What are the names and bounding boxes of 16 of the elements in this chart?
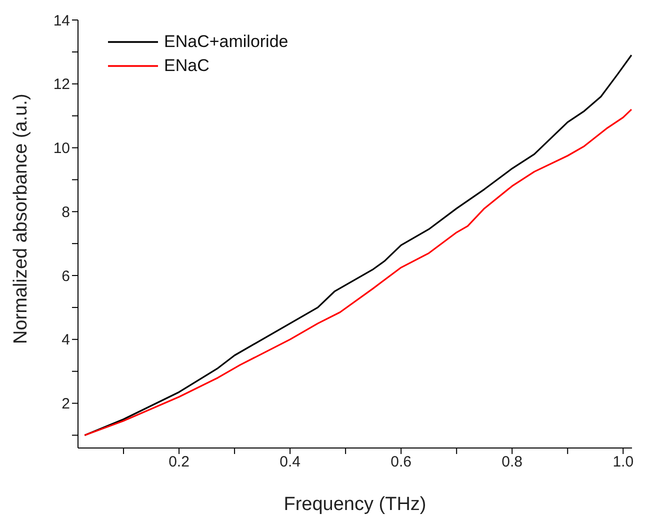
x-axis-title: Frequency (THz) bbox=[284, 494, 426, 515]
legend-label: ENaC+amiloride bbox=[164, 32, 288, 52]
y-tick-label: 12 bbox=[53, 76, 70, 94]
y-tick-label: 4 bbox=[62, 332, 70, 349]
x-tick-label: 1.0 bbox=[612, 454, 634, 471]
x-tick-label: 0.8 bbox=[502, 454, 523, 471]
y-tick-label: 14 bbox=[53, 12, 70, 30]
y-tick-label: 2 bbox=[62, 396, 70, 413]
y-tick-label: 8 bbox=[62, 204, 70, 221]
x-tick-label: 0.4 bbox=[280, 454, 300, 471]
y-tick-label: 6 bbox=[62, 268, 70, 285]
legend-label: ENaC bbox=[164, 56, 210, 76]
x-tick-label: 0.6 bbox=[390, 454, 412, 471]
x-tick-label: 0.2 bbox=[168, 454, 190, 471]
y-tick-label: 10 bbox=[53, 140, 70, 158]
y-axis-title: Normalized absorbance (a.u.) bbox=[10, 94, 32, 344]
